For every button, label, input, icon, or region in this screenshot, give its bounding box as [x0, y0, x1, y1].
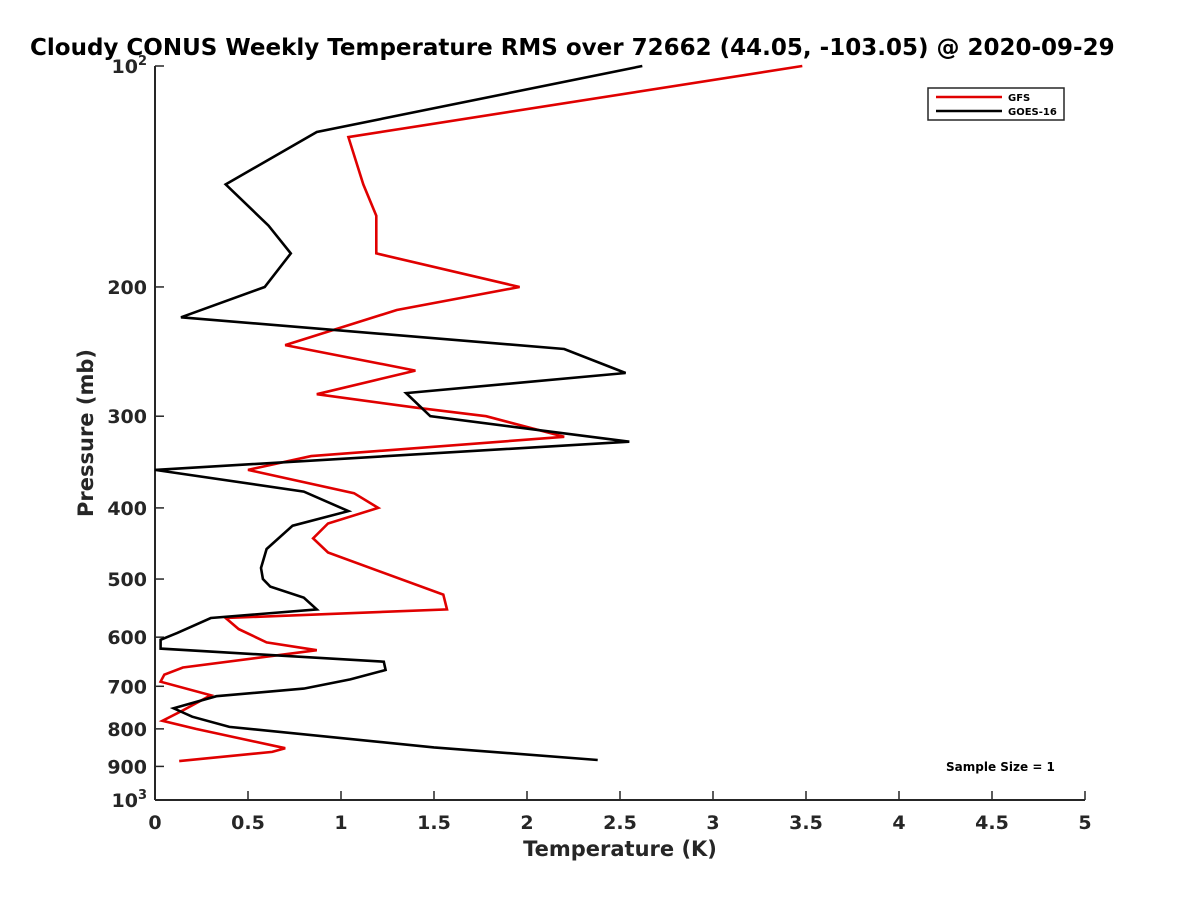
y-tick-label: 500: [107, 569, 147, 591]
x-tick-label: 1: [334, 812, 347, 834]
y-tick-label: 103: [112, 788, 148, 812]
x-tick-label: 0: [148, 812, 161, 834]
sample-size-annotation: Sample Size = 1: [946, 760, 1055, 774]
y-tick-label: 900: [107, 756, 147, 778]
y-tick-label: 200: [107, 277, 147, 299]
series-line-goes16: [154, 64, 643, 762]
chart-title: Cloudy CONUS Weekly Temperature RMS over…: [30, 35, 1115, 61]
y-tick-label: 700: [107, 676, 147, 698]
y-tick-label: 400: [107, 498, 147, 520]
series-lines: [154, 64, 803, 763]
y-ticks: 102 200 300 400 500 600 700 800 900 103: [107, 54, 164, 812]
y-tick-label: 600: [107, 627, 147, 649]
legend-box: [927, 87, 1065, 121]
x-tick-label: 1.5: [417, 812, 451, 834]
y-axis-label: Pressure (mb): [74, 349, 98, 517]
x-tick-label: 2.5: [603, 812, 637, 834]
x-tick-label: 3.5: [789, 812, 823, 834]
x-tick-label: 3: [706, 812, 719, 834]
y-tick-label: 300: [107, 406, 147, 428]
legend-label-gfs: GFS: [1008, 93, 1030, 104]
x-tick-label: 4: [892, 812, 905, 834]
y-tick-label: 102: [112, 54, 148, 78]
x-axis-label: Temperature (K): [523, 837, 717, 861]
plot-area: 0 0.5 1 1.5 2 2.5 3 3.5 4 4.5 5 102 200 300 400 500 600…: [107, 54, 1091, 834]
y-tick-label: 800: [107, 719, 147, 741]
x-ticks: 0 0.5 1 1.5 2 2.5 3 3.5 4 4.5 5: [148, 791, 1092, 834]
x-tick-label: 2: [520, 812, 533, 834]
legend: GFS GOES-16: [927, 87, 1065, 121]
x-tick-label: 0.5: [231, 812, 265, 834]
x-tick-label: 4.5: [975, 812, 1009, 834]
x-tick-label: 5: [1078, 812, 1091, 834]
legend-label-goes16: GOES-16: [1008, 107, 1057, 118]
